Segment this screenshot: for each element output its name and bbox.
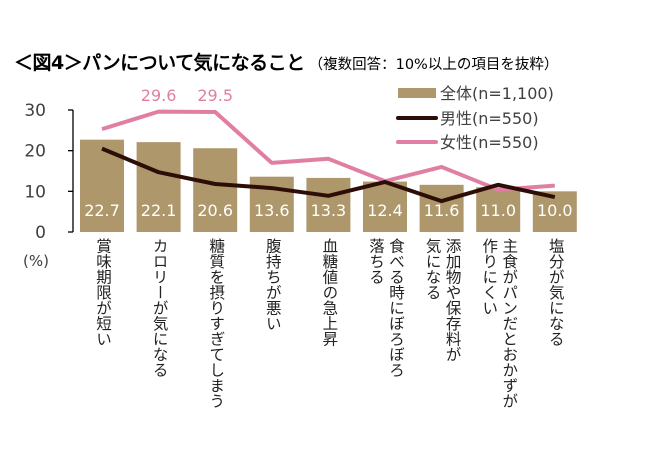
legend-swatch-total — [398, 88, 436, 98]
bar-6 — [419, 184, 464, 232]
bar-value-label-4: 13.3 — [311, 201, 347, 220]
chart-title: ＜図4＞パンについて気になること （複数回答：10%以上の項目を抜粋） — [14, 48, 558, 75]
x-category-label-0: 賞味期限が短い — [94, 238, 112, 347]
bar-4 — [306, 177, 351, 232]
x-category-label-6-line-0: 添加物や保存料が — [443, 238, 462, 362]
bar-value-label-2: 20.6 — [197, 201, 233, 220]
legend-label-total: 全体(n=1,100) — [440, 84, 554, 103]
female-peak-label-1: 29.5 — [197, 86, 233, 105]
x-category-label-7-line-0: 主食がパンだとおかずが — [500, 238, 519, 409]
bar-value-label-0: 22.7 — [84, 201, 120, 220]
x-category-label-4: 血糖値の急上昇 — [320, 238, 339, 347]
bar-value-label-1: 22.1 — [141, 201, 177, 220]
bar-5 — [363, 181, 407, 232]
bar-value-label-7: 11.0 — [480, 201, 516, 220]
bar-8 — [532, 191, 577, 232]
y-unit-label: (%) — [23, 252, 49, 270]
bar-7 — [476, 187, 521, 232]
x-category-label-8: 塩分が気になる — [546, 238, 565, 347]
x-category-label-5-line-0: 食べる時にぼろぼろ — [387, 238, 405, 378]
x-category-label-7-line-1: 作りにくい — [480, 238, 499, 316]
bar-value-label-8: 10.0 — [537, 201, 573, 220]
female-peak-label-0: 29.6 — [141, 86, 177, 105]
y-tick-label-10: 10 — [24, 182, 46, 202]
legend-label-male: 男性(n=550) — [440, 109, 539, 128]
bar-2 — [193, 148, 238, 232]
bar-value-label-3: 13.6 — [254, 201, 290, 220]
x-category-label-6-line-1: 気になる — [423, 238, 442, 300]
y-tick-label-20: 20 — [24, 142, 46, 162]
x-category-label-5-line-1: 落ちる — [367, 238, 385, 285]
y-tick-label-0: 0 — [35, 223, 46, 243]
x-category-label-2: 糖質を摂りすぎてしまう — [207, 238, 226, 409]
chart-title-main: ＜図4＞パンについて気になること — [14, 52, 305, 74]
legend-label-female: 女性(n=550) — [440, 133, 539, 152]
x-category-label-3: 腹持ちが悪い — [263, 238, 282, 331]
x-category-label-1: カロリーが気になる — [150, 238, 169, 378]
chart-title-sub: （複数回答：10%以上の項目を抜粋） — [308, 57, 559, 73]
bar-1 — [136, 142, 181, 232]
y-tick-label-30: 30 — [24, 101, 46, 121]
bar-value-label-6: 11.6 — [424, 201, 460, 220]
bar-value-label-5: 12.4 — [367, 201, 403, 220]
